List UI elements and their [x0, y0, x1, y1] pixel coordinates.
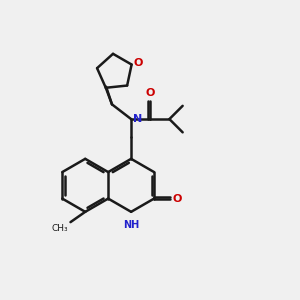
Text: O: O: [172, 194, 182, 204]
Text: O: O: [146, 88, 155, 98]
Text: CH₃: CH₃: [52, 224, 68, 233]
Text: NH: NH: [123, 220, 139, 230]
Text: N: N: [133, 114, 142, 124]
Text: O: O: [134, 58, 143, 68]
